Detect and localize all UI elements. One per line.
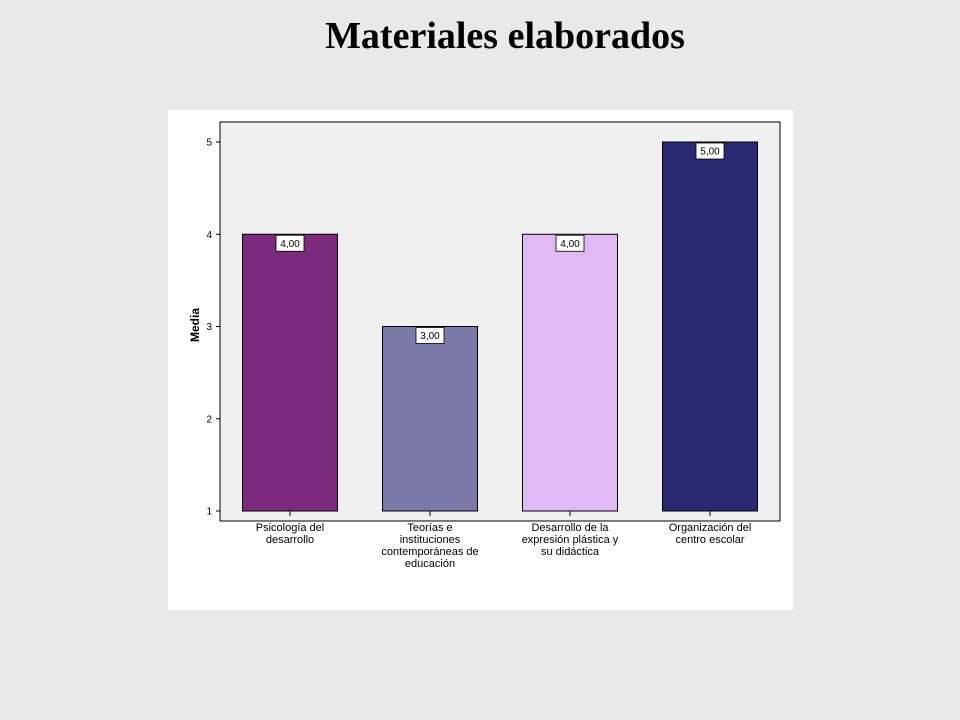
x-category-label: Organización del centro escolar bbox=[669, 522, 752, 546]
data-label-box bbox=[415, 327, 445, 344]
data-label: 4,00 bbox=[280, 239, 300, 250]
x-category-label-line: Organización del bbox=[669, 522, 752, 534]
data-label: 4,00 bbox=[560, 239, 580, 250]
x-category-label-line: Psicología del bbox=[256, 522, 325, 534]
data-label: 5,00 bbox=[700, 147, 720, 158]
bar bbox=[522, 233, 618, 512]
x-category-label-line: contemporáneas de bbox=[381, 546, 478, 558]
x-category-label-line: Desarrollo de la bbox=[531, 522, 609, 534]
bar bbox=[662, 141, 758, 512]
y-tick-label: 3 bbox=[206, 322, 212, 333]
y-tick-label: 5 bbox=[206, 138, 212, 149]
bar bbox=[382, 326, 478, 512]
x-category-label: Teorías e instituciones contemporáneas de e… bbox=[381, 522, 478, 570]
data-label-box bbox=[555, 234, 585, 252]
bars bbox=[242, 141, 758, 512]
y-tick-label: 4 bbox=[206, 230, 212, 241]
y-axis-title: Media bbox=[188, 308, 202, 342]
slide-title: Materiales elaborados bbox=[325, 15, 685, 57]
x-category-label-line: expresión plástica y bbox=[522, 534, 619, 546]
data-labels: 4,00 3,00 4,00 5,00 bbox=[275, 142, 725, 344]
x-category-label-line: desarrollo bbox=[266, 534, 314, 546]
y-tick-label: 1 bbox=[206, 507, 212, 518]
data-label: 3,00 bbox=[420, 331, 440, 342]
y-axis: 1 2 3 4 5 bbox=[206, 138, 220, 518]
bar bbox=[242, 233, 338, 512]
x-axis: Psicología del desarrollo Teorías e institu… bbox=[256, 511, 752, 570]
x-category-label-line: educación bbox=[405, 558, 455, 570]
data-label-box bbox=[275, 234, 305, 252]
x-category-label-line: centro escolar bbox=[675, 534, 744, 546]
y-tick-label: 2 bbox=[206, 414, 212, 425]
x-category-label-line: su didáctica bbox=[541, 546, 600, 558]
x-category-label: Psicología del desarrollo bbox=[256, 522, 325, 546]
x-category-label: Desarrollo de la expresión plástica y su d… bbox=[522, 522, 619, 558]
x-category-label-line: instituciones bbox=[400, 534, 461, 546]
data-label-box bbox=[695, 142, 725, 160]
chart-panel: 1 2 3 4 5 4,00 3,00 4,00 5,00 Psicología del des… bbox=[168, 110, 793, 610]
x-category-label-line: Teorías e bbox=[407, 522, 452, 534]
bar-chart: 1 2 3 4 5 4,00 3,00 4,00 5,00 Psicología del des… bbox=[188, 121, 781, 570]
